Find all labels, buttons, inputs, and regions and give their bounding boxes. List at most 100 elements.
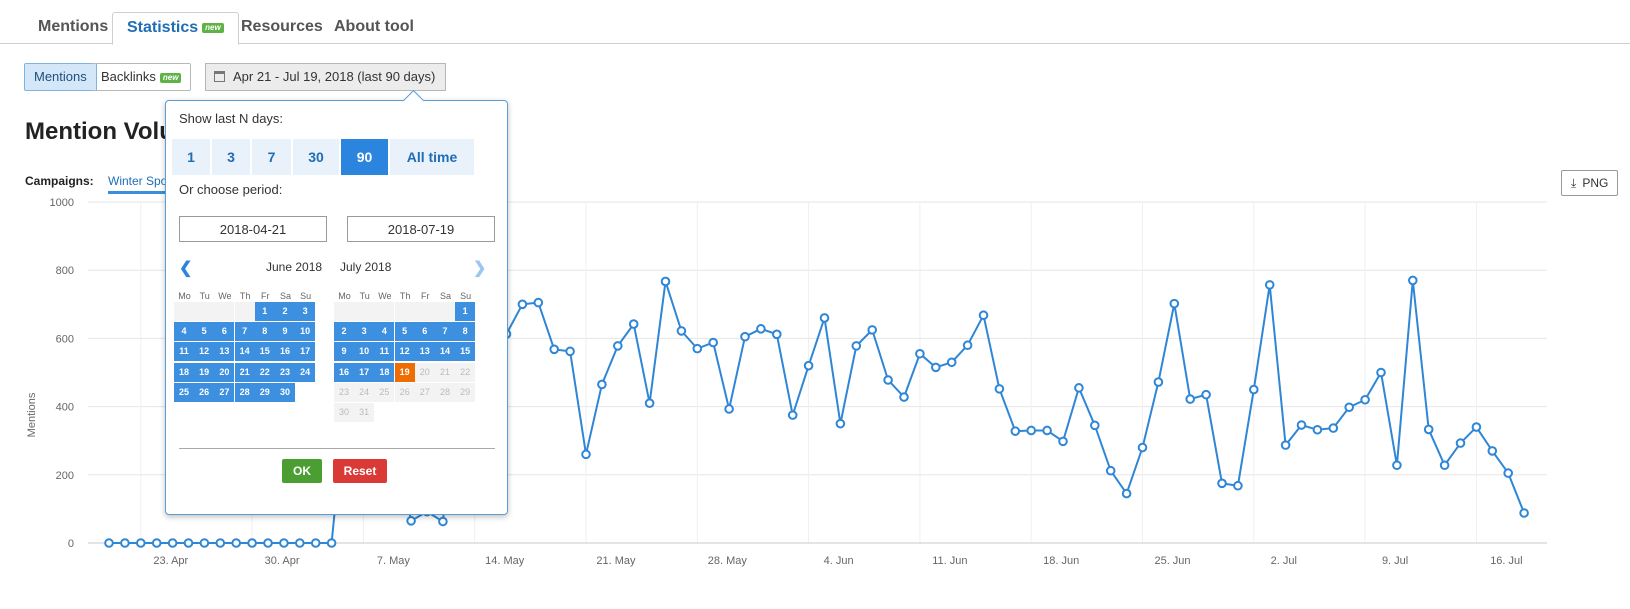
data-point[interactable] (279, 538, 289, 548)
last-all-time-option[interactable]: All time (390, 139, 474, 175)
data-point[interactable] (803, 360, 814, 371)
calendar-day[interactable]: 18 (374, 362, 395, 382)
calendar-day[interactable]: 11 (174, 342, 194, 362)
data-point[interactable] (1471, 422, 1482, 432)
data-point[interactable] (1105, 465, 1116, 476)
data-point[interactable] (1439, 460, 1450, 471)
calendar-day[interactable]: 7 (234, 322, 255, 342)
data-point[interactable] (231, 538, 241, 548)
calendar-day[interactable]: 19 (194, 362, 215, 382)
data-point[interactable] (310, 538, 321, 548)
data-point[interactable] (867, 325, 878, 335)
data-point[interactable] (1121, 488, 1132, 499)
data-point[interactable] (1312, 424, 1323, 435)
data-point[interactable] (565, 346, 575, 357)
end-date-input[interactable]: 2018-07-19 (347, 216, 495, 242)
tab-mentions[interactable]: Mentions (38, 12, 108, 42)
calendar-day[interactable]: 16 (334, 362, 354, 382)
calendar-day[interactable]: 2 (275, 302, 295, 321)
calendar-day[interactable]: 25 (174, 382, 194, 402)
data-point[interactable] (1408, 275, 1418, 286)
data-point[interactable] (1296, 420, 1307, 430)
data-point[interactable] (1233, 480, 1243, 491)
data-point[interactable] (1344, 402, 1354, 413)
data-point[interactable] (1201, 389, 1211, 400)
data-point[interactable] (183, 538, 194, 548)
last-1-option[interactable]: 1 (172, 139, 210, 175)
data-point[interactable] (931, 362, 941, 373)
data-point[interactable] (295, 538, 305, 548)
calendar-day[interactable]: 30 (275, 382, 295, 402)
data-point[interactable] (1280, 440, 1291, 450)
data-point[interactable] (1264, 280, 1275, 290)
calendar-day[interactable]: 26 (194, 382, 215, 402)
data-point[interactable] (326, 538, 337, 548)
calendar-day[interactable]: 8 (455, 322, 476, 342)
data-point[interactable] (851, 341, 862, 351)
calendar-day[interactable]: 14 (435, 342, 455, 362)
data-point[interactable] (1153, 377, 1164, 387)
data-point[interactable] (1137, 442, 1148, 453)
calendar-day[interactable]: 3 (295, 302, 316, 321)
backlinks-toggle[interactable]: Backlinks new (92, 63, 192, 91)
calendar-day[interactable]: 4 (374, 322, 395, 342)
calendar-day[interactable]: 18 (174, 362, 194, 382)
tab-resources[interactable]: Resources (241, 12, 323, 42)
data-point[interactable] (597, 379, 607, 390)
calendar-day[interactable]: 14 (234, 342, 255, 362)
calendar-day[interactable]: 19 (394, 362, 415, 382)
calendar-day[interactable]: 4 (174, 322, 194, 342)
data-point[interactable] (533, 297, 544, 308)
last-7-option[interactable]: 7 (252, 139, 291, 175)
data-point[interactable] (946, 357, 957, 368)
data-point[interactable] (517, 299, 528, 310)
data-point[interactable] (1376, 367, 1386, 378)
last-30-option[interactable]: 30 (293, 139, 339, 175)
calendar-day[interactable]: 6 (414, 322, 435, 342)
calendar-day[interactable]: 12 (194, 342, 215, 362)
calendar-day[interactable]: 8 (254, 322, 275, 342)
data-point[interactable] (1010, 426, 1021, 436)
calendar-day[interactable]: 11 (374, 342, 395, 362)
calendar-day[interactable]: 5 (394, 322, 415, 342)
data-point[interactable] (199, 538, 210, 548)
tab-about-tool[interactable]: About tool (334, 12, 414, 42)
data-point[interactable] (1185, 394, 1195, 404)
calendar-day[interactable]: 24 (295, 362, 316, 382)
data-point[interactable] (104, 538, 114, 548)
data-point[interactable] (1217, 478, 1227, 489)
calendar-day[interactable]: 12 (394, 342, 415, 362)
data-point[interactable] (787, 410, 798, 420)
data-point[interactable] (136, 538, 146, 548)
data-point[interactable] (1519, 508, 1529, 518)
calendar-day[interactable]: 7 (435, 322, 455, 342)
data-point[interactable] (883, 375, 893, 385)
data-point[interactable] (1058, 436, 1068, 447)
calendar-day[interactable]: 9 (275, 322, 295, 342)
data-point[interactable] (660, 276, 671, 287)
data-point[interactable] (406, 516, 416, 526)
calendar-day[interactable]: 6 (214, 322, 235, 342)
data-point[interactable] (581, 449, 591, 460)
calendar-day[interactable]: 3 (354, 322, 375, 342)
last-3-option[interactable]: 3 (212, 139, 250, 175)
calendar-day[interactable]: 1 (455, 302, 476, 321)
ok-button[interactable]: OK (282, 459, 322, 483)
calendar-day[interactable]: 28 (234, 382, 255, 402)
data-point[interactable] (724, 404, 734, 414)
data-point[interactable] (613, 341, 623, 351)
calendar-day[interactable]: 15 (455, 342, 476, 362)
data-point[interactable] (1249, 384, 1259, 395)
data-point[interactable] (692, 343, 703, 354)
data-point[interactable] (644, 398, 655, 408)
tab-statistics[interactable]: Statistics new (112, 12, 239, 45)
data-point[interactable] (1455, 438, 1466, 448)
calendar-day[interactable]: 17 (295, 342, 316, 362)
calendar-day[interactable]: 2 (334, 322, 354, 342)
data-point[interactable] (1392, 460, 1402, 471)
calendar-day[interactable]: 16 (275, 342, 295, 362)
date-range-button[interactable]: Apr 21 - Jul 19, 2018 (last 90 days) (205, 63, 447, 91)
calendar-day[interactable]: 5 (194, 322, 215, 342)
calendar-day[interactable]: 23 (275, 362, 295, 382)
data-point[interactable] (1026, 425, 1036, 436)
